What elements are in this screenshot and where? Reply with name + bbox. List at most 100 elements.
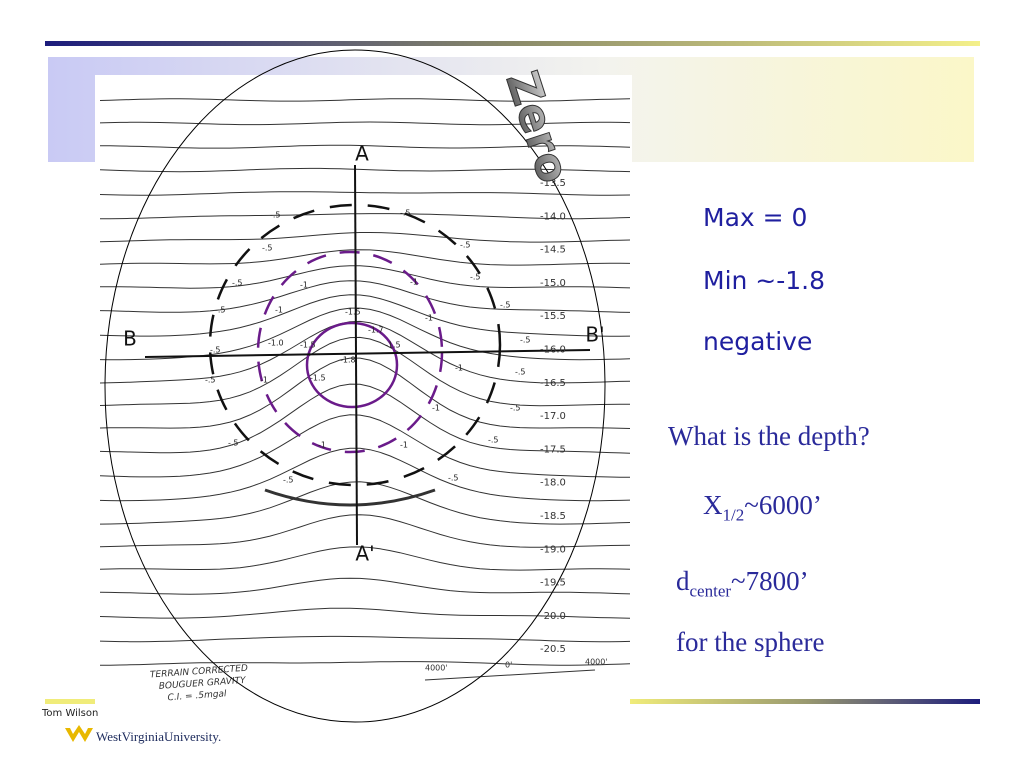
contour-label: -20.0 (540, 611, 566, 622)
profile-label: B' (585, 323, 604, 347)
contour-line (99, 514, 631, 548)
scale-label: 4000' (425, 664, 448, 673)
contour-label: -18.0 (540, 478, 566, 489)
contour-label: -17.0 (540, 411, 566, 422)
gravity-reading: -.5 (228, 439, 239, 448)
gravity-map: A A' B B' -13.5 -14.0 -14.5 -15.0 -15.5 -16.0 -16.… (99, 98, 631, 703)
contour-line (99, 635, 631, 643)
gravity-reading: -1.5 (310, 374, 326, 383)
base-arc (264, 488, 436, 507)
gravity-reading: -1 (318, 441, 326, 450)
contour-line (99, 121, 631, 126)
gravity-reading: -1.0 (268, 339, 284, 348)
footer-logo: WestVirginiaUniversity. (96, 729, 221, 744)
contour-line (99, 294, 631, 337)
scale-label: 0' (505, 661, 512, 670)
contour-line (99, 232, 631, 243)
gravity-reading: -.5 (232, 279, 243, 288)
contour-line (100, 144, 631, 149)
gravity-reading: -1 (400, 441, 408, 450)
top-rule (45, 41, 980, 46)
gravity-reading: -.5 (520, 336, 531, 345)
contour-label: -17.5 (540, 444, 566, 455)
gravity-reading: -1.5 (345, 308, 361, 317)
profile-bb (144, 349, 591, 358)
depth: dcenter~7800’ (676, 566, 809, 601)
contour-line (99, 577, 631, 595)
bottom-rule-left (45, 699, 95, 704)
min-note: Min ~-1.8 (703, 266, 826, 295)
gravity-reading: -.5 (470, 273, 481, 282)
gravity-reading: -.5 (283, 476, 294, 485)
map-legend: C.I. = .5mgal (167, 689, 227, 703)
contour-line (100, 265, 631, 289)
gravity-reading: -1 (300, 281, 308, 290)
contour-line (99, 98, 631, 102)
wvu-mark (65, 725, 93, 742)
contour-label: -15.0 (540, 278, 566, 289)
gravity-reading: -.5 (262, 244, 273, 253)
gravity-reading: -.5 (210, 346, 221, 355)
gravity-reading: -.5 (515, 368, 526, 377)
contour-label: -15.5 (540, 311, 566, 322)
profile-label: B (123, 327, 137, 351)
gravity-reading: -1 (425, 314, 433, 323)
contour-label: -19.0 (540, 544, 566, 555)
contour-label: -16.0 (540, 345, 566, 356)
gravity-reading: -.5 (270, 211, 281, 220)
contour-label: -20.5 (540, 644, 566, 655)
contour-label: -18.5 (540, 511, 566, 522)
profile-aa (354, 164, 358, 546)
contour-line (99, 383, 631, 454)
gravity-reading: -1.5 (300, 341, 316, 350)
footer-author: Tom Wilson (41, 708, 98, 719)
gravity-reading: -.5 (500, 301, 511, 310)
contour-line (100, 213, 631, 220)
gravity-reading: -.5 (510, 404, 521, 413)
contour-label: -13.5 (540, 178, 566, 189)
gravity-reading: -.5 (460, 241, 471, 250)
scale-bar (424, 669, 596, 681)
symbol: d (676, 566, 690, 596)
gravity-reading: -.5 (488, 436, 499, 445)
subscript: 1/2 (722, 505, 745, 525)
subscript: center (689, 581, 732, 601)
gravity-reading: -1 (410, 278, 418, 287)
contour-line (100, 661, 631, 666)
gravity-reading: -.5 (205, 376, 216, 385)
contour-label: -14.5 (540, 245, 566, 256)
symbol: X (703, 490, 723, 520)
gravity-reading: -1.8 (340, 356, 356, 365)
contour-label: -14.0 (540, 211, 566, 222)
scale-label: 4000' (585, 658, 608, 667)
profile-label: A (355, 142, 369, 166)
contour-line (99, 414, 630, 478)
contour-line (99, 320, 631, 384)
bottom-rule (630, 699, 980, 704)
gravity-reading: -1 (275, 306, 283, 315)
contour-line (99, 191, 631, 196)
half-max-outline (208, 203, 502, 487)
value: ~6000’ (744, 490, 822, 520)
gravity-reading: -.5 (448, 474, 459, 483)
question: What is the depth? (668, 421, 870, 451)
half-width: X1/2~6000’ (703, 490, 822, 525)
contour-line (99, 280, 631, 313)
value: ~7800’ (731, 566, 809, 596)
contour-line (99, 607, 631, 619)
profile-label: A' (355, 542, 374, 566)
overlay-ellipse (104, 49, 606, 723)
contour-line (99, 167, 631, 173)
contour-line (99, 481, 631, 525)
max-note: Max = 0 (703, 203, 808, 232)
map-image (95, 75, 632, 693)
contour-line (99, 336, 630, 407)
contour-line (99, 249, 631, 266)
gravity-reading: -1 (455, 364, 463, 373)
gravity-reading: -1 (432, 404, 440, 413)
gravity-reading: -1.5 (385, 341, 401, 350)
gravity-reading: -.5 (400, 209, 411, 218)
